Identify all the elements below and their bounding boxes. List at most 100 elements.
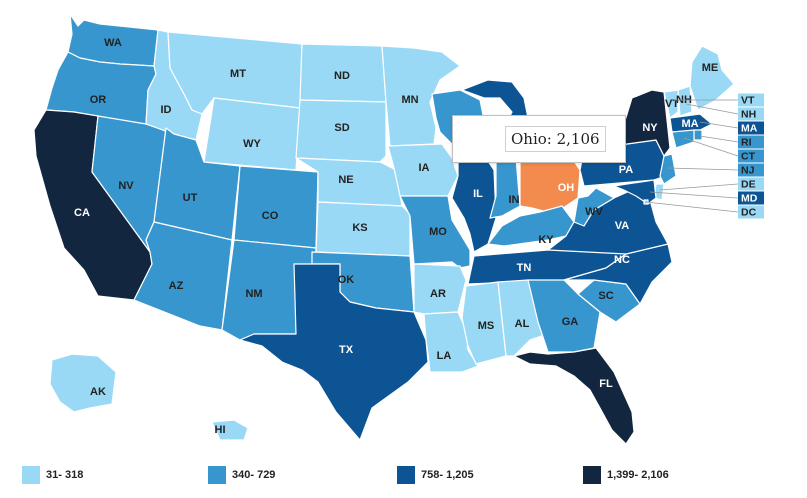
legend-item-1: 31- 318	[22, 463, 83, 487]
leader-line-ri	[699, 135, 739, 143]
state-label-in: IN	[509, 194, 520, 206]
map-legend: 31- 318 340- 729 758- 1,205 1,399- 2,106	[0, 463, 807, 491]
state-label-ca: CA	[74, 207, 90, 219]
state-label-ny: NY	[642, 122, 658, 134]
state-label-id: ID	[161, 104, 172, 116]
state-label-sc: SC	[598, 290, 613, 302]
state-label-ga: GA	[562, 316, 579, 328]
state-label-oh: OH	[558, 182, 575, 194]
state-vt[interactable]	[663, 89, 679, 119]
legend-swatch-1	[22, 466, 40, 484]
state-label-il: IL	[473, 188, 483, 200]
state-ut[interactable]	[153, 127, 241, 241]
state-hi[interactable]	[211, 419, 249, 441]
state-label-ak: AK	[90, 386, 106, 398]
state-tx[interactable]	[239, 263, 429, 441]
leader-line-ma	[699, 121, 739, 129]
state-label-hi: HI	[215, 424, 226, 436]
small-state-box-ma[interactable]	[738, 121, 764, 135]
state-label-wv: WV	[585, 206, 603, 218]
small-state-box-ri[interactable]	[738, 135, 764, 149]
state-co[interactable]	[233, 165, 319, 249]
state-label-pa: PA	[619, 164, 634, 176]
state-label-nv: NV	[118, 180, 134, 192]
state-label-nc: NC	[614, 254, 630, 266]
state-label-wa: WA	[104, 37, 122, 49]
state-label-ok: OK	[338, 274, 355, 286]
state-ri[interactable]	[693, 129, 703, 141]
state-tooltip: Ohio: 2,106	[452, 115, 626, 163]
small-state-label-md: MD	[741, 192, 758, 204]
small-state-box-ct[interactable]	[738, 149, 764, 163]
small-state-box-vt[interactable]	[738, 93, 764, 107]
state-label-mt: MT	[230, 68, 246, 80]
state-label-tn: TN	[517, 262, 532, 274]
legend-item-2: 340- 729	[208, 463, 275, 487]
small-state-label-nh: NH	[741, 108, 756, 120]
state-label-mn: MN	[401, 94, 418, 106]
state-nj[interactable]	[659, 153, 677, 185]
leader-line-de	[659, 183, 739, 191]
state-label-ia: IA	[419, 162, 430, 174]
leader-line-nh	[685, 103, 739, 115]
leader-line-nj	[667, 167, 739, 171]
state-label-al: AL	[515, 318, 530, 330]
small-state-label-dc: DC	[741, 206, 757, 218]
small-state-box-md[interactable]	[738, 191, 764, 205]
state-fl[interactable]	[513, 347, 635, 445]
leader-line-dc	[645, 201, 739, 213]
small-state-label-ct: CT	[741, 150, 756, 162]
state-label-ky: KY	[538, 234, 554, 246]
small-state-box-nj[interactable]	[738, 163, 764, 177]
small-state-box-de[interactable]	[738, 177, 764, 191]
state-mo[interactable]	[399, 195, 471, 269]
state-label-or: OR	[90, 94, 107, 106]
state-il[interactable]	[451, 151, 497, 253]
state-label-nd: ND	[334, 70, 350, 82]
small-state-box-nh[interactable]	[738, 107, 764, 121]
small-state-label-ma: MA	[741, 122, 758, 134]
state-label-la: LA	[437, 350, 452, 362]
state-label-ut: UT	[183, 192, 198, 204]
small-state-label-de: DE	[741, 178, 756, 190]
state-label-co: CO	[262, 210, 279, 222]
state-label-ar: AR	[430, 288, 446, 300]
state-label-va: VA	[615, 220, 630, 232]
legend-label-3: 758- 1,205	[421, 469, 474, 481]
state-ky[interactable]	[487, 205, 575, 247]
legend-swatch-4	[583, 466, 601, 484]
leader-line-md	[649, 191, 739, 199]
state-nh[interactable]	[677, 85, 693, 117]
state-wy[interactable]	[203, 97, 301, 171]
legend-swatch-2	[208, 466, 226, 484]
state-ks[interactable]	[315, 201, 411, 257]
state-label-ms: MS	[478, 320, 495, 332]
leader-line-ct	[683, 137, 739, 157]
small-state-label-ri: RI	[741, 136, 752, 148]
state-me[interactable]	[689, 45, 735, 111]
state-nc[interactable]	[563, 243, 673, 305]
state-ma[interactable]	[669, 113, 713, 133]
state-label-sd: SD	[334, 122, 349, 134]
state-label-fl: FL	[599, 378, 613, 390]
state-mn[interactable]	[381, 45, 461, 147]
small-state-label-vt: VT	[741, 94, 755, 106]
state-label-ma: MA	[681, 118, 698, 130]
legend-label-1: 31- 318	[46, 469, 84, 481]
state-ia[interactable]	[387, 143, 459, 197]
state-label-ks: KS	[352, 222, 367, 234]
legend-swatch-3	[397, 466, 415, 484]
state-label-me: ME	[702, 62, 719, 74]
state-wv[interactable]	[573, 187, 615, 227]
state-sd[interactable]	[295, 99, 387, 163]
legend-item-3: 758- 1,205	[397, 463, 474, 487]
state-label-wy: WY	[243, 138, 261, 150]
state-label-mo: MO	[429, 226, 447, 238]
legend-label-4: 1,399- 2,106	[607, 469, 669, 481]
state-ak[interactable]	[49, 353, 117, 413]
small-state-box-dc[interactable]	[738, 205, 764, 219]
state-label-az: AZ	[169, 280, 184, 292]
state-az[interactable]	[133, 221, 233, 331]
state-label-vt: VT	[665, 98, 679, 110]
state-ct[interactable]	[671, 129, 695, 149]
